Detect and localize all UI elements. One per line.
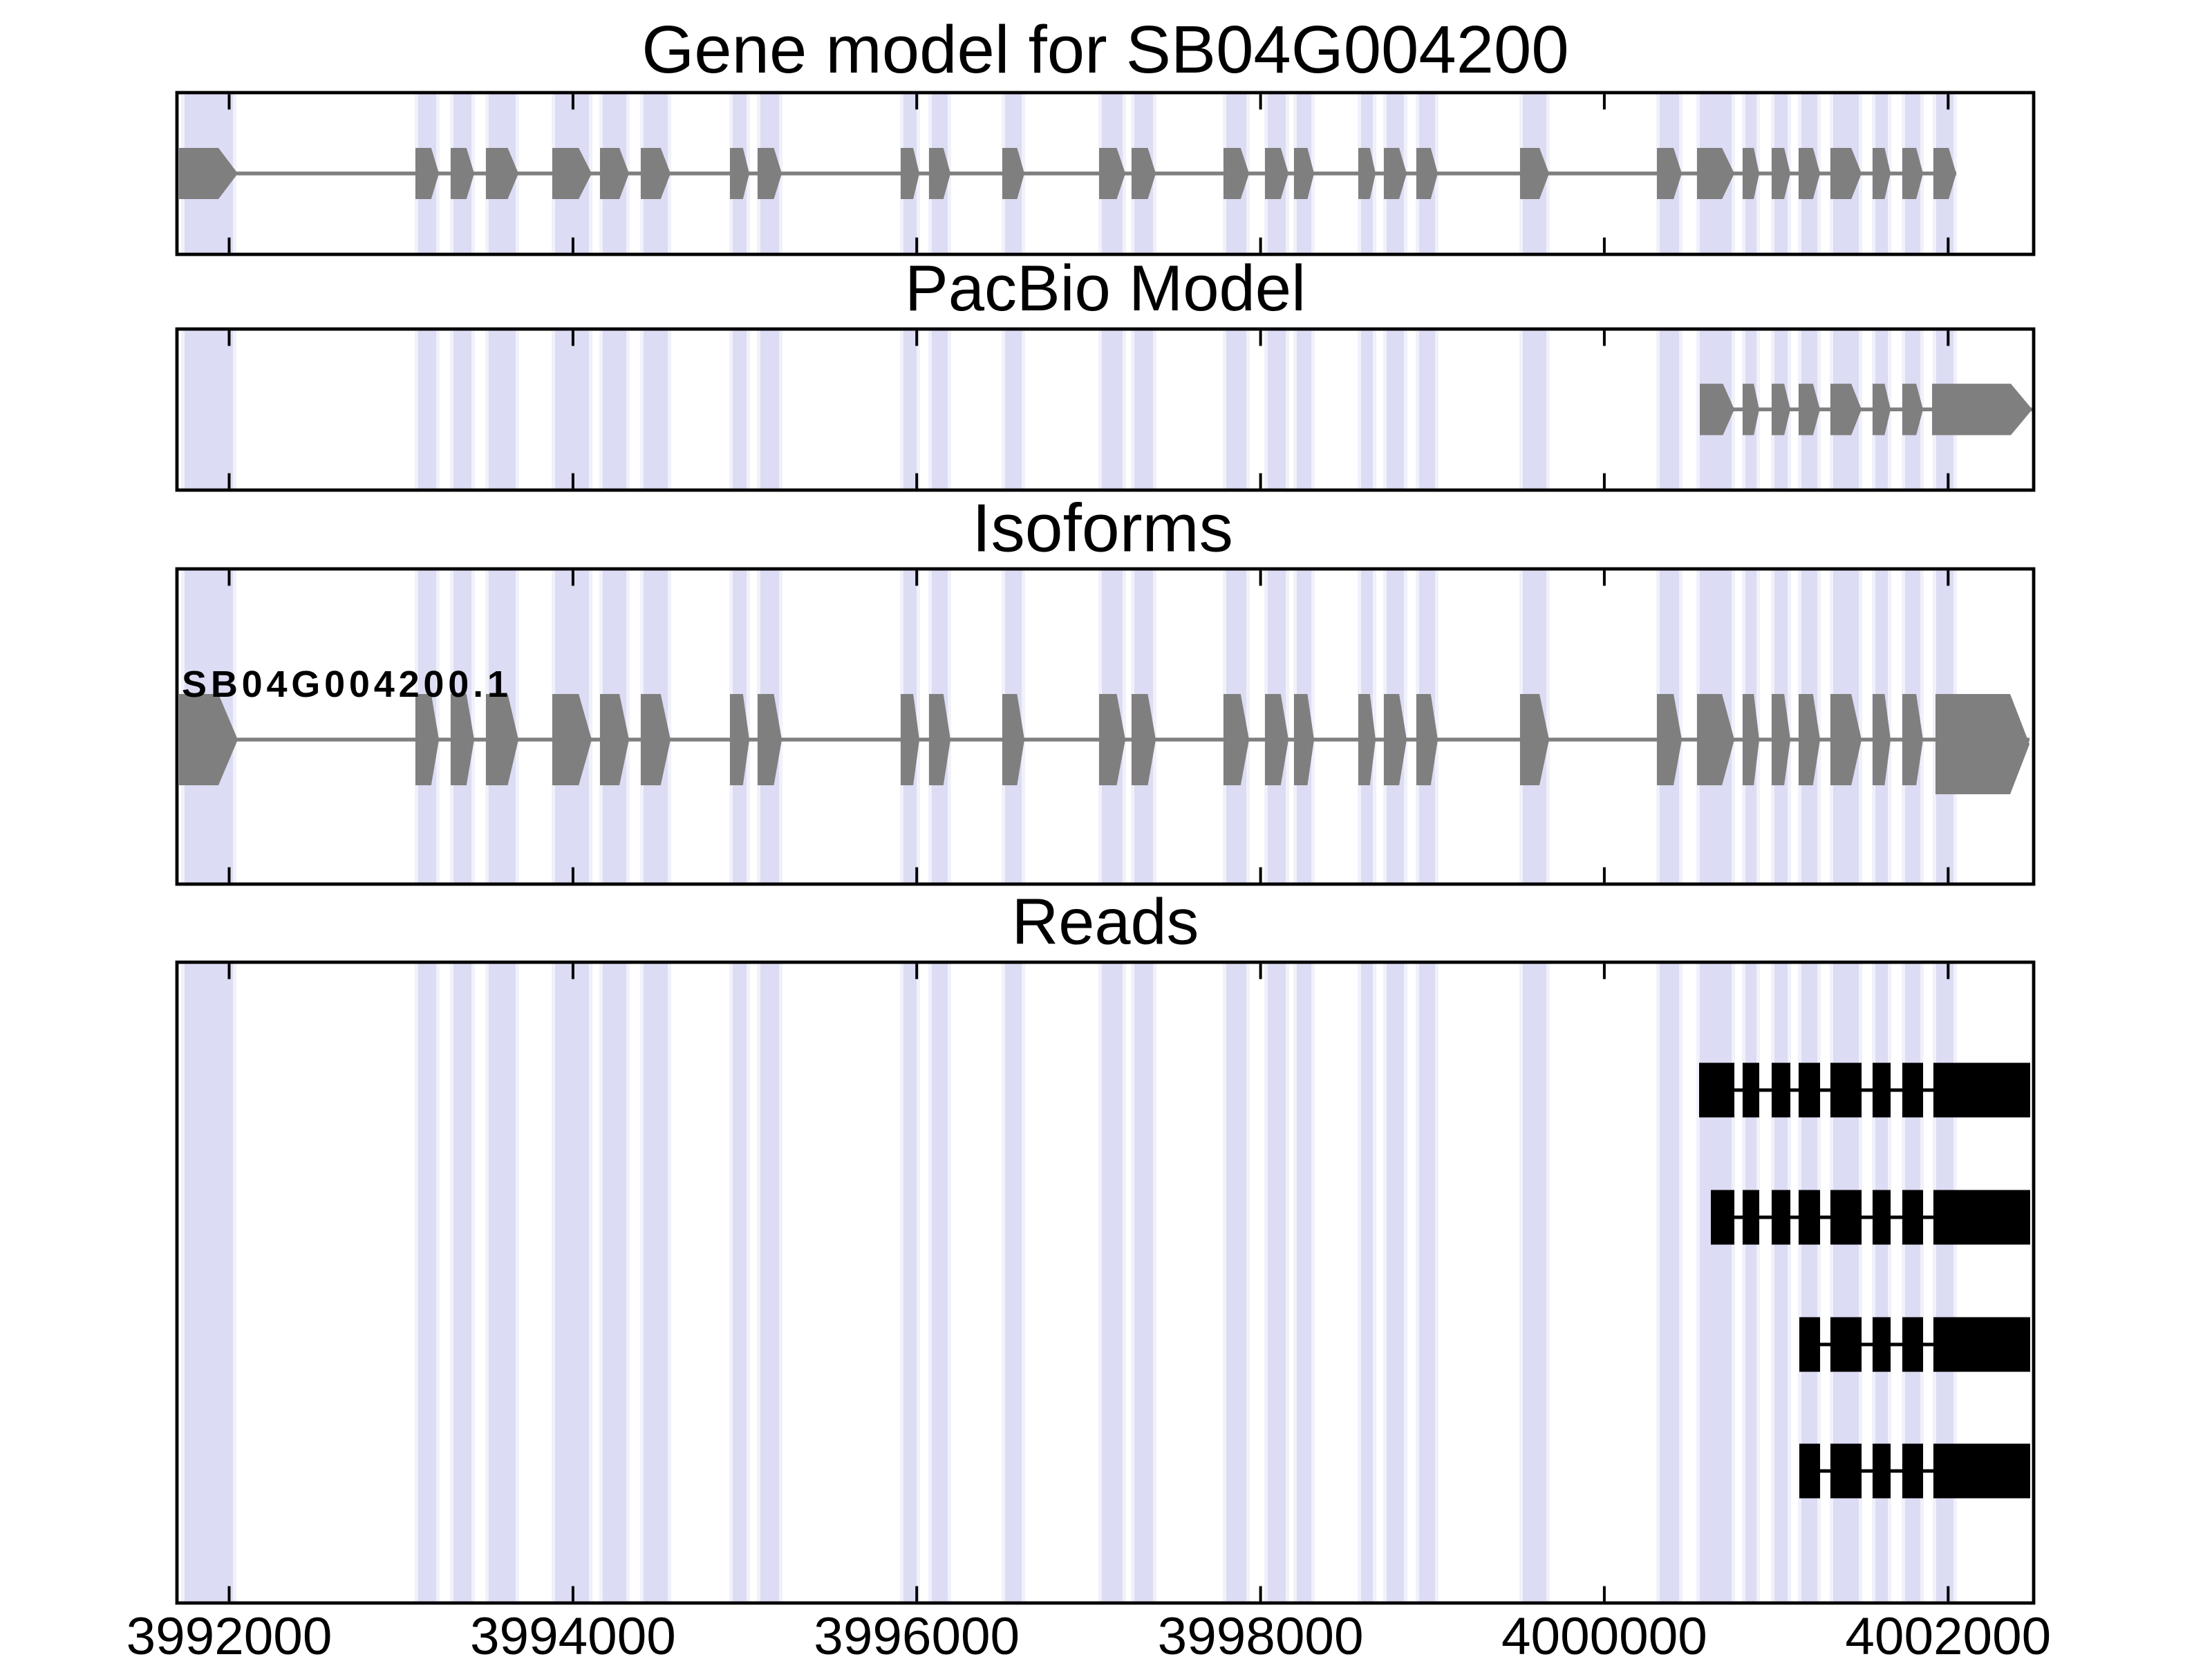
svg-text:4000000: 4000000 <box>1501 1607 1707 1659</box>
svg-text:Gene model for SB04G004200: Gene model for SB04G004200 <box>641 12 1568 87</box>
svg-text:4002000: 4002000 <box>1845 1607 2051 1659</box>
svg-text:PacBio Model: PacBio Model <box>905 252 1306 324</box>
svg-text:3994000: 3994000 <box>470 1607 676 1659</box>
svg-text:Isoforms: Isoforms <box>972 490 1233 566</box>
svg-text:Reads: Reads <box>1012 885 1199 958</box>
svg-text:3996000: 3996000 <box>814 1607 1020 1659</box>
svg-text:3998000: 3998000 <box>1158 1607 1364 1659</box>
svg-text:3992000: 3992000 <box>126 1607 332 1659</box>
svg-text:SB04G004200.1: SB04G004200.1 <box>182 664 512 705</box>
